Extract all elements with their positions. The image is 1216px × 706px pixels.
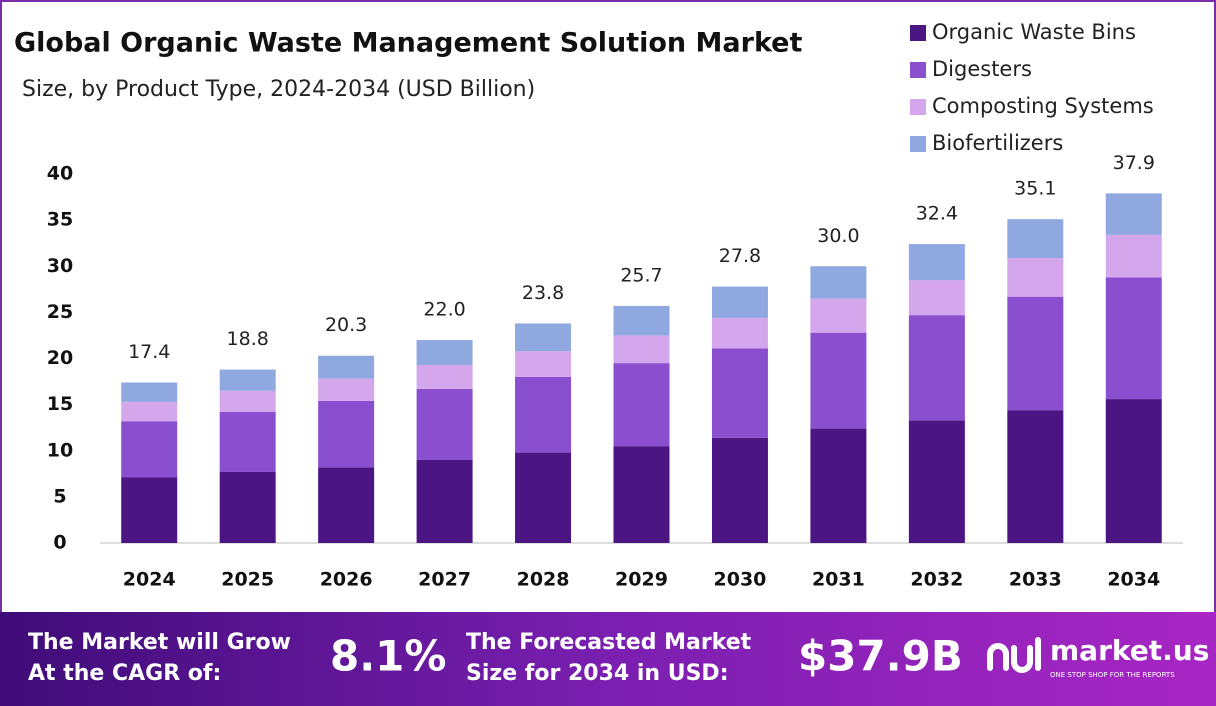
total-label: 32.4 xyxy=(916,203,958,225)
x-tick-label: 2025 xyxy=(221,569,274,591)
footer-text: Size for 2034 in USD: xyxy=(466,661,729,686)
legend-swatch xyxy=(910,99,926,115)
total-label: 27.8 xyxy=(719,245,761,267)
bar-segment xyxy=(1105,193,1162,235)
bar-segment xyxy=(711,348,768,438)
bar-segment xyxy=(613,446,670,543)
bar-segment xyxy=(810,266,867,299)
legend-swatch xyxy=(910,136,926,152)
logo: market.us xyxy=(1050,634,1209,667)
footer-text: At the CAGR of: xyxy=(28,661,221,686)
x-tick-label: 2034 xyxy=(1107,569,1160,591)
logo-icon xyxy=(987,637,1041,673)
bar-segment xyxy=(219,412,276,472)
bar-segment xyxy=(515,452,572,543)
footer-text: The Forecasted Market xyxy=(466,630,752,655)
bar-segment xyxy=(416,388,473,460)
x-tick-label: 2030 xyxy=(714,569,767,591)
bar-segment xyxy=(219,390,276,413)
total-label: 25.7 xyxy=(620,264,662,286)
total-label: 23.8 xyxy=(522,282,564,304)
y-tick-label: 35 xyxy=(47,209,73,231)
bar-segment xyxy=(219,471,276,543)
x-tick-label: 2024 xyxy=(123,569,176,591)
bar-segment xyxy=(1105,399,1162,543)
y-tick-label: 5 xyxy=(53,485,66,507)
y-tick-label: 10 xyxy=(47,439,73,461)
x-tick-label: 2028 xyxy=(517,569,570,591)
legend-label: Digesters xyxy=(932,57,1032,81)
footer-text: The Market will Grow xyxy=(28,630,291,655)
bar-segment xyxy=(121,382,178,402)
total-label: 22.0 xyxy=(423,299,465,321)
legend-label: Organic Waste Bins xyxy=(932,20,1136,44)
legend-label: Composting Systems xyxy=(932,94,1154,118)
bar-segment xyxy=(1007,410,1064,543)
chart-subtitle: Size, by Product Type, 2024-2034 (USD Bi… xyxy=(22,77,535,102)
bar-segment xyxy=(318,378,375,401)
legend-label: Biofertilizers xyxy=(932,131,1063,155)
y-tick-label: 25 xyxy=(47,301,73,323)
y-tick-label: 40 xyxy=(47,163,73,185)
bar-segment xyxy=(908,280,965,316)
bar-segment xyxy=(219,369,276,391)
bar-segment xyxy=(711,286,768,318)
bar-segment xyxy=(1105,234,1162,278)
forecast-value: $37.9B xyxy=(798,632,963,681)
bar-segment xyxy=(711,437,768,543)
y-tick-label: 30 xyxy=(47,255,73,277)
total-label: 37.9 xyxy=(1113,152,1155,174)
bar-segment xyxy=(121,477,178,543)
tagline: ONE STOP SHOP FOR THE REPORTS xyxy=(1050,671,1175,679)
y-tick-label: 0 xyxy=(53,532,66,554)
bar-segment xyxy=(318,400,375,468)
x-tick-label: 2033 xyxy=(1009,569,1062,591)
bar-segment xyxy=(1007,296,1064,411)
bar-segment xyxy=(416,459,473,543)
bar-segment xyxy=(515,376,572,453)
bar-segment xyxy=(121,421,178,478)
x-tick-label: 2027 xyxy=(418,569,471,591)
bar-segment xyxy=(810,332,867,429)
bar-segment xyxy=(1007,219,1064,258)
legend-swatch xyxy=(910,25,926,41)
cagr-value: 8.1% xyxy=(330,632,446,681)
y-tick-label: 20 xyxy=(47,347,73,369)
bar-segment xyxy=(416,340,473,365)
bar-segment xyxy=(1105,277,1162,400)
x-tick-label: 2026 xyxy=(320,569,373,591)
total-label: 30.0 xyxy=(817,225,859,247)
bar-segment xyxy=(613,305,670,336)
total-label: 17.4 xyxy=(128,341,170,363)
bar-segment xyxy=(613,335,670,364)
x-tick-label: 2032 xyxy=(910,569,963,591)
legend-swatch xyxy=(910,62,926,78)
bar-segment xyxy=(908,420,965,543)
bar-segment xyxy=(416,364,473,389)
total-label: 18.8 xyxy=(227,328,269,350)
bar-segment xyxy=(711,317,768,349)
bar-segment xyxy=(318,467,375,543)
bar-segment xyxy=(515,323,572,352)
bar-segment xyxy=(810,298,867,333)
bar-segment xyxy=(318,355,375,379)
bar-segment xyxy=(908,244,965,281)
bar-segment xyxy=(613,363,670,447)
bar-segment xyxy=(121,401,178,422)
total-label: 35.1 xyxy=(1014,178,1056,200)
bar-segment xyxy=(810,428,867,543)
footer-band xyxy=(0,612,1216,706)
bar-segment xyxy=(1007,257,1064,297)
bar-segment xyxy=(908,315,965,421)
chart-title: Global Organic Waste Management Solution… xyxy=(14,28,802,59)
y-tick-label: 15 xyxy=(47,393,73,415)
x-tick-label: 2029 xyxy=(615,569,668,591)
total-label: 20.3 xyxy=(325,314,367,336)
x-tick-label: 2031 xyxy=(812,569,865,591)
bar-segment xyxy=(515,351,572,377)
